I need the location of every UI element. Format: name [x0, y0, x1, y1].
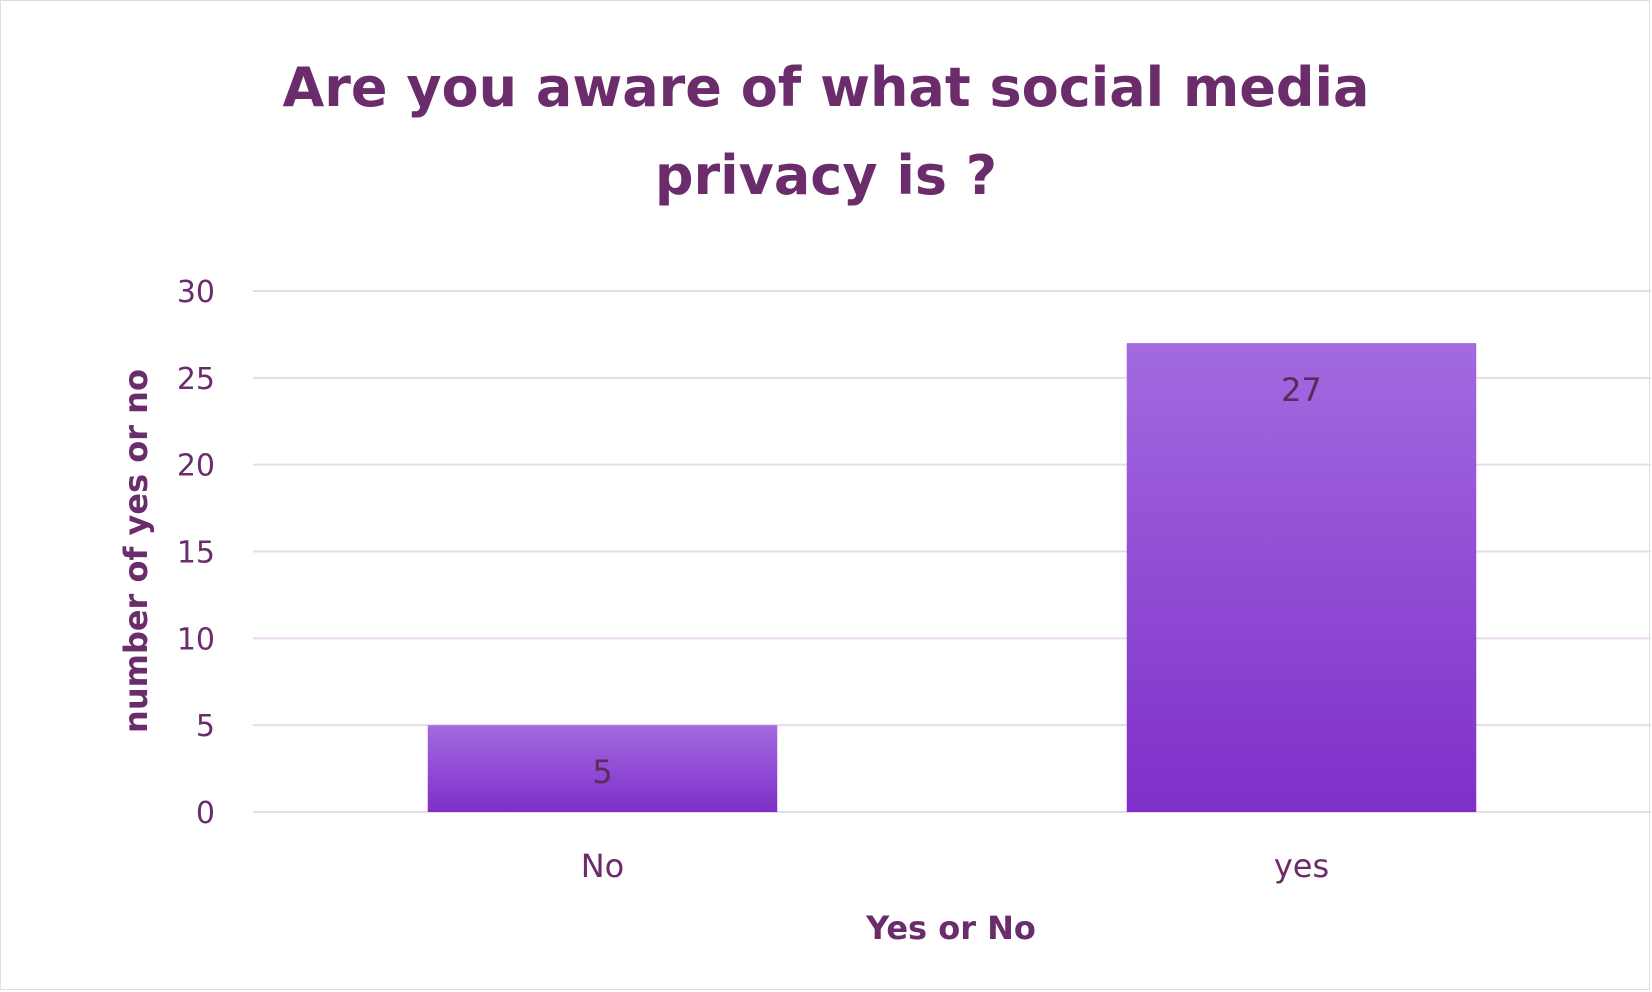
data-label-yes: 27: [1281, 371, 1322, 409]
y-tick-label: 25: [177, 362, 215, 397]
y-tick-label: 5: [196, 709, 215, 744]
y-axis-title: number of yes or no: [117, 369, 155, 733]
y-tick-label: 20: [177, 449, 215, 484]
data-labels: 5 27: [592, 371, 1322, 791]
y-axis-ticks: 0 5 10 15 20 25 30: [177, 275, 215, 831]
chart-title-line-1: Are you aware of what social media: [283, 56, 1370, 119]
chart-title-line-2: privacy is ?: [655, 144, 997, 207]
bars: [427, 343, 1477, 812]
x-axis-categories: No yes: [581, 847, 1329, 885]
x-category-no: No: [581, 847, 625, 885]
y-tick-label: 15: [177, 536, 215, 571]
data-label-no: 5: [592, 753, 612, 791]
x-axis-title: Yes or No: [865, 909, 1036, 947]
y-tick-label: 30: [177, 275, 215, 310]
y-tick-label: 10: [177, 622, 215, 657]
y-tick-label: 0: [196, 796, 215, 831]
bar-yes: [1126, 343, 1477, 812]
x-category-yes: yes: [1274, 847, 1329, 885]
bar-no: [427, 725, 778, 812]
